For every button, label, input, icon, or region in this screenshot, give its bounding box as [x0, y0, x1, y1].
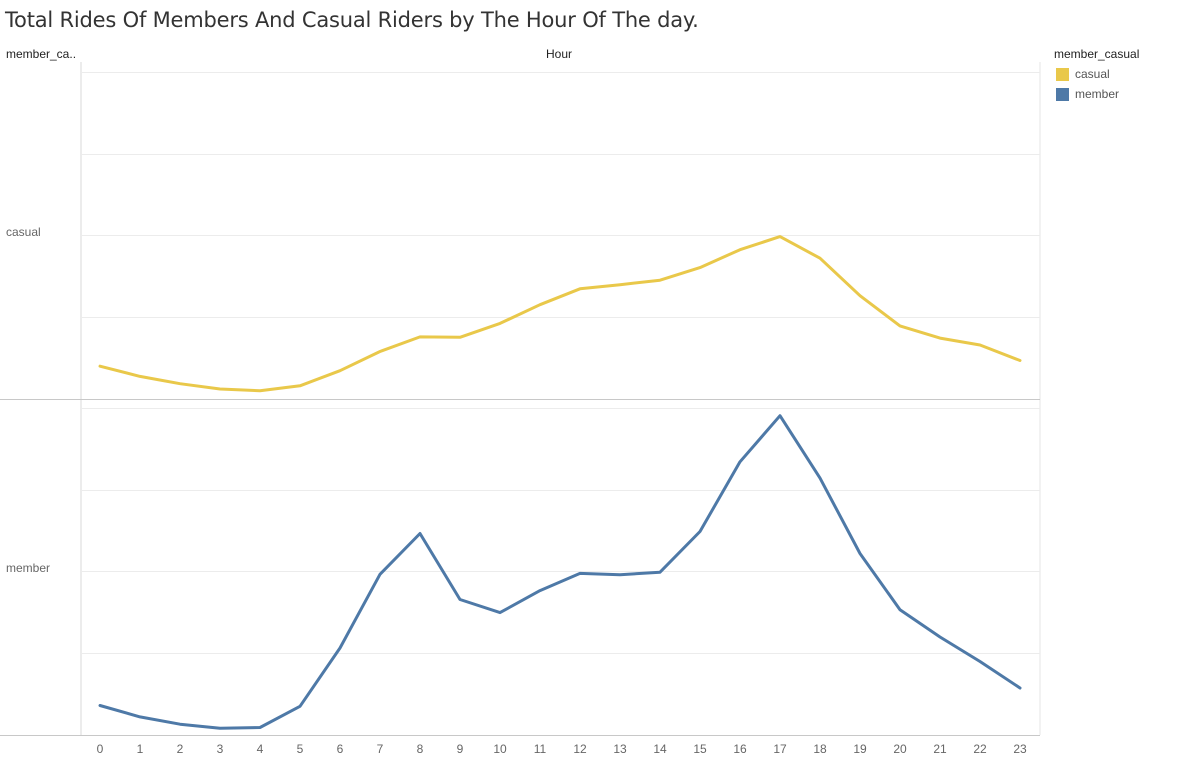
x-tick-label-21: 21 [933, 742, 947, 756]
x-tick-label-1: 1 [137, 742, 144, 756]
row-label-casual: casual [6, 225, 41, 239]
x-tick-label-7: 7 [377, 742, 384, 756]
x-tick-label-13: 13 [613, 742, 627, 756]
x-tick-label-22: 22 [973, 742, 987, 756]
legend-title: member_casual [1054, 47, 1140, 61]
x-tick-label-12: 12 [573, 742, 587, 756]
x-tick-label-20: 20 [893, 742, 907, 756]
legend-label-casual: casual [1075, 67, 1110, 81]
legend-swatch-member [1056, 87, 1069, 101]
x-tick-label-0: 0 [97, 742, 104, 756]
x-tick-label-9: 9 [457, 742, 464, 756]
column-dimension-header[interactable]: Hour [546, 47, 573, 61]
x-tick-label-4: 4 [257, 742, 264, 756]
x-tick-label-5: 5 [297, 742, 304, 756]
legend-label-member: member [1075, 87, 1120, 101]
x-tick-label-3: 3 [217, 742, 224, 756]
x-tick-label-11: 11 [534, 742, 547, 756]
legend-swatch-casual [1056, 67, 1069, 81]
row-dimension-header[interactable]: member_ca.. [6, 47, 77, 61]
x-tick-label-23: 23 [1013, 742, 1027, 756]
legend: member_casual casual member [1054, 47, 1139, 104]
x-tick-label-14: 14 [653, 742, 667, 756]
x-tick-label-19: 19 [853, 742, 867, 756]
series-line-member [98, 414, 1022, 730]
chart-title: Total Rides Of Members And Casual Riders… [5, 8, 699, 32]
x-tick-label-17: 17 [773, 742, 787, 756]
x-tick-label-16: 16 [733, 742, 747, 756]
legend-item-casual[interactable]: casual [1054, 64, 1139, 84]
x-tick-label-15: 15 [693, 742, 707, 756]
x-tick-label-2: 2 [177, 742, 184, 756]
x-tick-label-6: 6 [337, 742, 344, 756]
series-line-casual [98, 235, 1022, 393]
row-label-member: member [6, 561, 51, 575]
x-tick-label-18: 18 [813, 742, 827, 756]
x-tick-label-8: 8 [417, 742, 424, 756]
legend-item-member[interactable]: member [1054, 84, 1139, 104]
x-tick-label-10: 10 [493, 742, 507, 756]
